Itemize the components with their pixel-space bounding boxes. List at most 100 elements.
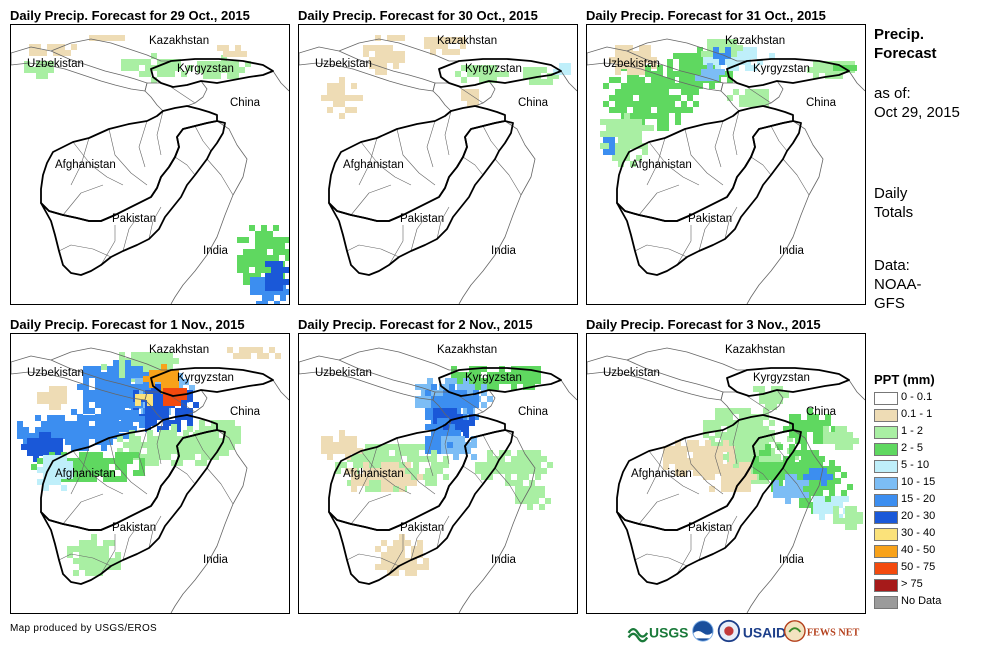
country-label-india: India <box>203 245 229 257</box>
panel-title-3: Daily Precip. Forecast for 31 Oct., 2015 <box>586 8 826 23</box>
agency-logos: USGS USAID FEWS NET <box>627 619 860 643</box>
legend-swatch <box>874 562 898 575</box>
borders-layer <box>11 38 289 304</box>
precip-map-canvas: Kazakhstan Uzbekistan Kyrgyzstan China Afgha… <box>299 344 577 613</box>
svg-text:FEWS NET: FEWS NET <box>807 628 860 639</box>
forecast-map-2: Kazakhstan Uzbekistan Kyrgyzstan China Afgha… <box>298 24 578 305</box>
country-label-uzbekistan: Uzbekistan <box>603 367 660 379</box>
usgs-logo: USGS <box>627 625 688 643</box>
side-asof-line2: Oct 29, 2015 <box>874 104 960 121</box>
kyrgyzstan-border <box>726 58 850 88</box>
side-title-line2: Forecast <box>874 45 937 62</box>
forecast-map-5: Kazakhstan Uzbekistan Kyrgyzstan China Afgha… <box>298 333 578 614</box>
forecast-map-3: Kazakhstan Uzbekistan Kyrgyzstan China Afgha… <box>586 24 866 305</box>
afghanistan-border <box>40 414 218 531</box>
dhs-seal-logo <box>717 619 741 643</box>
precip-map-canvas: Kazakhstan Uzbekistan Kyrgyzstan China Afgha… <box>299 35 577 304</box>
borders-layer <box>299 347 577 613</box>
country-label-china: China <box>518 97 549 109</box>
side-title-line1: Precip. <box>874 26 925 43</box>
legend-label: 5 - 10 <box>901 459 930 471</box>
legend-label: 50 - 75 <box>901 561 936 573</box>
borders-layer <box>587 347 865 613</box>
country-label-pakistan: Pakistan <box>112 522 156 534</box>
country-label-afghanistan: Afghanistan <box>343 159 404 171</box>
legend-label: 10 - 15 <box>901 476 936 488</box>
fews-net-logo: FEWS NET <box>783 620 860 642</box>
country-label-uzbekistan: Uzbekistan <box>315 367 372 379</box>
afghanistan-border <box>616 105 794 222</box>
country-label-kazakhstan: Kazakhstan <box>437 35 497 47</box>
legend-swatch <box>874 579 898 592</box>
panel-title-1: Daily Precip. Forecast for 29 Oct., 2015 <box>10 8 250 23</box>
legend-swatch <box>874 545 898 558</box>
country-label-india: India <box>203 554 229 566</box>
legend-label: 20 - 30 <box>901 510 936 522</box>
country-label-china: China <box>518 406 549 418</box>
legend-swatch <box>874 426 898 439</box>
kyrgyzstan-border <box>726 367 850 397</box>
forecast-map-1: Kazakhstan Uzbekistan Kyrgyzstan China Afgha… <box>10 24 290 305</box>
country-label-kyrgyzstan: Kyrgyzstan <box>465 63 522 75</box>
panel-title-5: Daily Precip. Forecast for 2 Nov., 2015 <box>298 317 533 332</box>
side-asof-line1: as of: <box>874 85 911 102</box>
side-data-line2: NOAA- <box>874 276 922 293</box>
precip-layer <box>321 35 571 119</box>
country-label-pakistan: Pakistan <box>688 213 732 225</box>
legend-label: 2 - 5 <box>901 442 924 454</box>
precip-layer <box>663 386 863 530</box>
legend-label: > 75 <box>901 578 923 590</box>
country-label-india: India <box>491 245 517 257</box>
country-label-kazakhstan: Kazakhstan <box>725 35 785 47</box>
country-label-uzbekistan: Uzbekistan <box>315 58 372 70</box>
legend-label: 30 - 40 <box>901 527 936 539</box>
borders-layer <box>299 38 577 304</box>
legend-label: No Data <box>901 595 942 607</box>
legend-swatch <box>874 460 898 473</box>
country-label-pakistan: Pakistan <box>400 522 444 534</box>
country-label-kyrgyzstan: Kyrgyzstan <box>177 63 234 75</box>
legend-swatch <box>874 596 898 609</box>
country-label-kazakhstan: Kazakhstan <box>437 344 497 356</box>
precip-layer <box>600 39 857 167</box>
usaid-logo: USAID <box>743 625 786 641</box>
country-label-pakistan: Pakistan <box>112 213 156 225</box>
country-label-pakistan: Pakistan <box>688 522 732 534</box>
country-label-china: China <box>230 406 261 418</box>
country-label-india: India <box>779 554 805 566</box>
afghanistan-border <box>328 105 506 222</box>
side-daily-line2: Totals <box>874 204 914 221</box>
legend-label: 15 - 20 <box>901 493 936 505</box>
legend-swatch <box>874 528 898 541</box>
panel-title-6: Daily Precip. Forecast for 3 Nov., 2015 <box>586 317 821 332</box>
afghanistan-border <box>328 414 506 531</box>
country-label-afghanistan: Afghanistan <box>55 159 116 171</box>
noaa-logo <box>692 620 714 642</box>
country-label-kyrgyzstan: Kyrgyzstan <box>753 372 810 384</box>
legend-label: 0 - 0.1 <box>901 391 933 403</box>
precip-map-canvas: Kazakhstan Uzbekistan Kyrgyzstan China Afgha… <box>587 344 865 613</box>
country-label-afghanistan: Afghanistan <box>55 468 116 480</box>
precip-layer <box>17 347 281 576</box>
side-daily-line1: Daily <box>874 185 908 202</box>
country-label-kyrgyzstan: Kyrgyzstan <box>177 372 234 384</box>
kyrgyzstan-border <box>150 58 274 88</box>
country-label-kazakhstan: Kazakhstan <box>149 35 209 47</box>
legend-label: 0.1 - 1 <box>901 408 933 420</box>
side-data-line3: GFS <box>874 295 905 312</box>
legend-swatch <box>874 443 898 456</box>
country-label-india: India <box>779 245 805 257</box>
afghanistan-border <box>40 105 218 222</box>
legend-label: 1 - 2 <box>901 425 924 437</box>
svg-text:USAID: USAID <box>743 625 786 641</box>
country-label-kyrgyzstan: Kyrgyzstan <box>753 63 810 75</box>
country-label-afghanistan: Afghanistan <box>631 468 692 480</box>
country-label-afghanistan: Afghanistan <box>343 468 404 480</box>
map-credit: Map produced by USGS/EROS <box>10 623 158 634</box>
precip-map-canvas: Kazakhstan Uzbekistan Kyrgyzstan China Afgha… <box>587 35 865 304</box>
country-label-china: China <box>806 406 837 418</box>
borders-layer <box>587 38 865 304</box>
svg-text:USGS: USGS <box>649 625 688 641</box>
legend-swatch <box>874 392 898 405</box>
country-label-kyrgyzstan: Kyrgyzstan <box>465 372 522 384</box>
